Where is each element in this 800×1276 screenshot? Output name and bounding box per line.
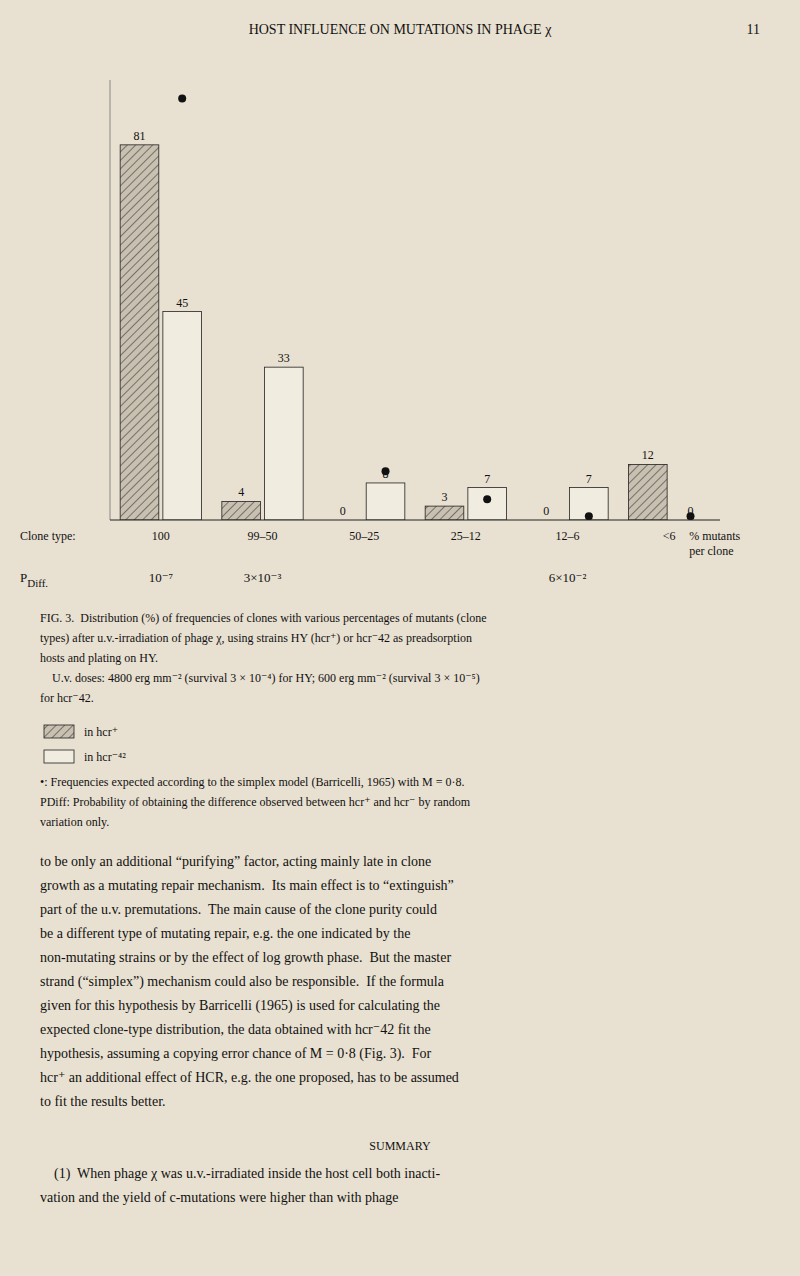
- bar: [265, 367, 304, 520]
- body-line: hypothesis, assuming a copying error cha…: [40, 1046, 432, 1062]
- x-unit-label: per clone: [689, 544, 733, 558]
- bar-hatch: [120, 145, 159, 520]
- plot-marks: [120, 95, 694, 520]
- baseline: [110, 520, 720, 521]
- legend-entry: in hcr⁺: [84, 725, 118, 739]
- bar: [222, 501, 261, 520]
- data-label: 45: [176, 296, 188, 310]
- caption-line: U.v. doses: 4800 erg mm⁻² (survival 3 × …: [40, 671, 480, 685]
- bar: [629, 464, 668, 520]
- bar-hatch: [629, 464, 668, 520]
- body-line: to be only an additional “purifying” fac…: [40, 854, 431, 869]
- legend-swatch-hatch: [44, 725, 74, 738]
- bar: [366, 483, 405, 520]
- bar: [163, 312, 202, 520]
- x-tick-label: 25–12: [451, 529, 481, 543]
- p-diff-label: PDiff.: [20, 570, 48, 589]
- background: [0, 0, 800, 1276]
- x-tick-label: 50–25: [349, 529, 379, 543]
- body-line: to fit the results better.: [40, 1094, 166, 1109]
- data-labels: 81 4 0 3 0 12 45 33 8 7 7 0: [133, 129, 693, 518]
- body-line: non-mutating strains or by the effect of…: [40, 950, 451, 965]
- caption-line: for hcr⁻42.: [40, 691, 94, 705]
- x-tick-label: 12–6: [556, 529, 580, 543]
- data-label: 0: [340, 504, 346, 518]
- x-axis-label: Clone type:: [20, 529, 76, 543]
- data-label: 12: [642, 448, 654, 462]
- body-line: hcr⁺ an additional effect of HCR, e.g. t…: [40, 1070, 459, 1085]
- x-tick-label: 100: [152, 529, 170, 543]
- caption-line: FIG. 3. Distribution (%) of frequencies …: [40, 611, 487, 625]
- data-label: 8: [383, 467, 389, 481]
- data-label: 0: [543, 504, 549, 518]
- legend-entry: in hcr⁻⁴²: [84, 750, 126, 764]
- expected-dot: [483, 495, 491, 503]
- caption-line: hosts and plating on HY.: [40, 651, 158, 665]
- page-title: HOST INFLUENCE ON MUTATIONS IN PHAGE χ: [249, 22, 553, 37]
- bar: [120, 145, 159, 520]
- caption-line: types) after u.v.-irradiation of phage χ…: [40, 631, 472, 645]
- data-label: 3: [441, 490, 447, 504]
- data-label: 7: [484, 472, 490, 486]
- summary-line: (1) When phage χ was u.v.-irradiated ins…: [40, 1166, 440, 1182]
- page-number: 11: [747, 22, 760, 37]
- body-line: expected clone-type distribution, the da…: [40, 1022, 431, 1037]
- body-line: strand (“simplex”) mechanism could also …: [40, 974, 445, 990]
- body-line: part of the u.v. premutations. The main …: [40, 902, 437, 917]
- expected-dot: [178, 95, 186, 103]
- legend-swatch: [44, 750, 74, 763]
- p-diff-value: 10⁻⁷: [149, 570, 173, 585]
- legend-swatch: [44, 725, 74, 738]
- p-diff-subscript: Diff.: [27, 577, 48, 589]
- body-line: growth as a mutating repair mechanism. I…: [40, 878, 454, 893]
- summary-line: vation and the yield of c-mutations were…: [40, 1190, 398, 1205]
- bar-hatch: [222, 501, 261, 520]
- bar-hatch: [425, 506, 464, 520]
- expected-dot: [585, 512, 593, 520]
- data-label: 81: [133, 129, 145, 143]
- bar: [468, 488, 507, 520]
- note-line: PDiff: Probability of obtaining the diff…: [40, 795, 471, 809]
- data-label: 0: [688, 504, 694, 518]
- bar: [570, 488, 609, 520]
- body-line: be a different type of mutating repair, …: [40, 926, 410, 941]
- data-label: 33: [278, 351, 290, 365]
- x-unit-label: % mutants: [689, 529, 740, 543]
- p-diff-value: 6×10⁻²: [549, 570, 587, 585]
- x-tick-label: 99–50: [248, 529, 278, 543]
- note-line: variation only.: [40, 815, 109, 829]
- summary-heading: SUMMARY: [369, 1139, 431, 1153]
- y-axis-line: [110, 80, 111, 520]
- bar: [425, 506, 464, 520]
- p-diff-value: 3×10⁻³: [244, 570, 282, 585]
- data-label: 4: [238, 485, 244, 499]
- body-line: given for this hypothesis by Barricelli …: [40, 998, 440, 1014]
- legend-entry: •: Frequencies expected according to the…: [40, 775, 465, 789]
- x-tick-label: <6: [663, 529, 676, 543]
- page: HOST INFLUENCE ON MUTATIONS IN PHAGE χ 11…: [0, 0, 800, 1276]
- data-label: 7: [586, 472, 592, 486]
